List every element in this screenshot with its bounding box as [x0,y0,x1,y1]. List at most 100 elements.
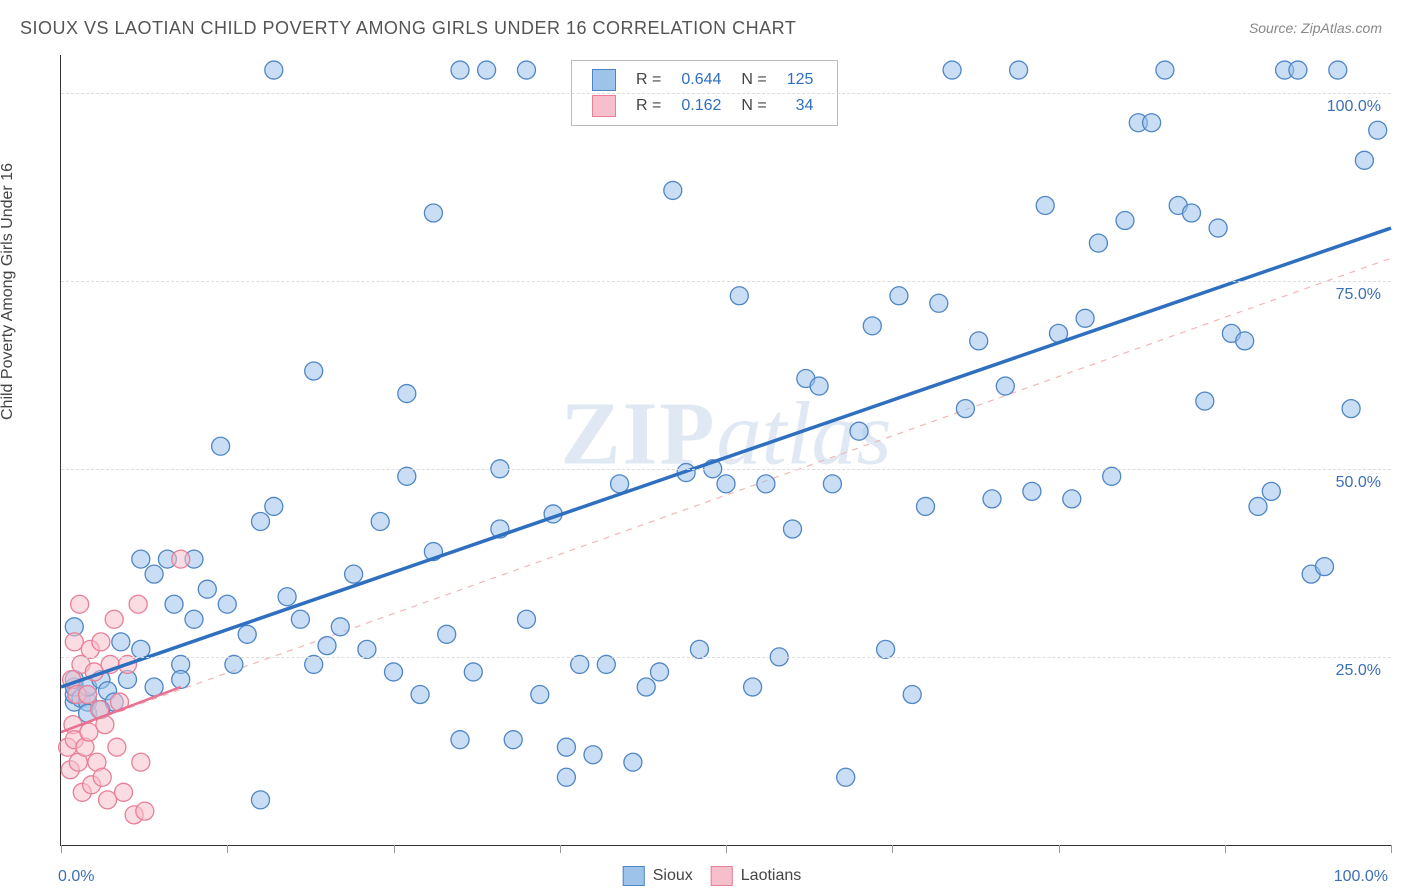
data-point-laotians [129,595,147,613]
legend-r-label: R = [626,93,671,119]
data-point-sioux [398,385,416,403]
data-point-sioux [917,497,935,515]
data-point-sioux [165,595,183,613]
y-tick-label: 100.0% [1327,98,1381,116]
data-point-sioux [172,670,190,688]
data-point-sioux [218,595,236,613]
data-point-laotians [132,753,150,771]
data-point-laotians [105,610,123,628]
data-point-laotians [99,791,117,809]
x-tick [1059,845,1060,853]
x-tick [726,845,727,853]
data-point-laotians [108,738,126,756]
data-point-sioux [112,633,130,651]
data-point-sioux [956,400,974,418]
data-point-sioux [145,678,163,696]
data-point-laotians [65,633,83,651]
legend-swatch-icon [711,866,733,886]
legend-r-value: 0.162 [671,93,731,119]
data-point-laotians [79,686,97,704]
data-point-sioux [1342,400,1360,418]
data-point-sioux [730,287,748,305]
x-tick [394,845,395,853]
data-point-sioux [717,475,735,493]
data-point-laotians [92,633,110,651]
data-point-sioux [252,791,270,809]
data-point-sioux [451,61,469,79]
gridline [61,469,1391,470]
data-point-sioux [1076,309,1094,327]
data-point-sioux [637,678,655,696]
data-point-sioux [1236,332,1254,350]
legend-n-value: 34 [777,93,824,119]
data-point-sioux [1023,482,1041,500]
data-point-sioux [518,610,536,628]
x-tick-label-min: 0.0% [58,868,94,886]
data-point-sioux [1355,151,1373,169]
data-point-sioux [225,655,243,673]
data-point-sioux [305,655,323,673]
source-credit: Source: ZipAtlas.com [1249,20,1382,36]
data-point-sioux [451,731,469,749]
data-point-sioux [624,753,642,771]
data-point-sioux [185,610,203,628]
data-point-sioux [278,588,296,606]
data-point-sioux [265,61,283,79]
data-point-sioux [252,512,270,530]
data-point-sioux [358,640,376,658]
data-point-sioux [398,467,416,485]
data-point-laotians [172,550,190,568]
plot-area: ZIPatlas R =0.644N =125R =0.162N =34 25.… [60,55,1391,846]
data-point-sioux [1316,558,1334,576]
x-tick [560,845,561,853]
data-point-laotians [80,723,98,741]
data-point-sioux [996,377,1014,395]
data-point-sioux [810,377,828,395]
data-point-sioux [611,475,629,493]
chart-title: SIOUX VS LAOTIAN CHILD POVERTY AMONG GIR… [20,18,796,39]
y-tick-label: 50.0% [1336,474,1381,492]
x-tick [1225,845,1226,853]
x-tick-label-max: 100.0% [1334,868,1388,886]
legend-row-sioux: R =0.644N =125 [582,67,823,93]
data-point-sioux [1036,196,1054,214]
chart-svg [61,55,1391,845]
data-point-sioux [850,422,868,440]
data-point-sioux [690,640,708,658]
data-point-sioux [1262,482,1280,500]
data-point-sioux [212,437,230,455]
data-point-sioux [305,362,323,380]
gridline [61,657,1391,658]
legend-n-value: 125 [777,67,824,93]
data-point-sioux [557,768,575,786]
data-point-sioux [345,565,363,583]
data-point-sioux [291,610,309,628]
data-point-sioux [1196,392,1214,410]
data-point-laotians [93,768,111,786]
legend-swatch-icon [592,69,616,91]
data-point-sioux [1116,212,1134,230]
x-tick [227,845,228,853]
data-point-sioux [837,768,855,786]
data-point-sioux [1143,114,1161,132]
data-point-sioux [930,294,948,312]
data-point-sioux [1183,204,1201,222]
legend-swatch-icon [592,95,616,117]
data-point-sioux [1329,61,1347,79]
data-point-sioux [744,678,762,696]
data-point-sioux [1369,121,1387,139]
data-point-sioux [664,181,682,199]
legend-series-label: Sioux [653,867,693,884]
legend-r-value: 0.644 [671,67,731,93]
data-point-laotians [136,802,154,820]
legend-swatch-icon [623,866,645,886]
data-point-sioux [970,332,988,350]
legend-row-laotians: R =0.162N =34 [582,93,823,119]
data-point-sioux [132,550,150,568]
data-point-sioux [265,497,283,515]
data-point-sioux [145,565,163,583]
data-point-sioux [464,663,482,681]
data-point-sioux [531,686,549,704]
data-point-sioux [1010,61,1028,79]
data-point-sioux [1289,61,1307,79]
